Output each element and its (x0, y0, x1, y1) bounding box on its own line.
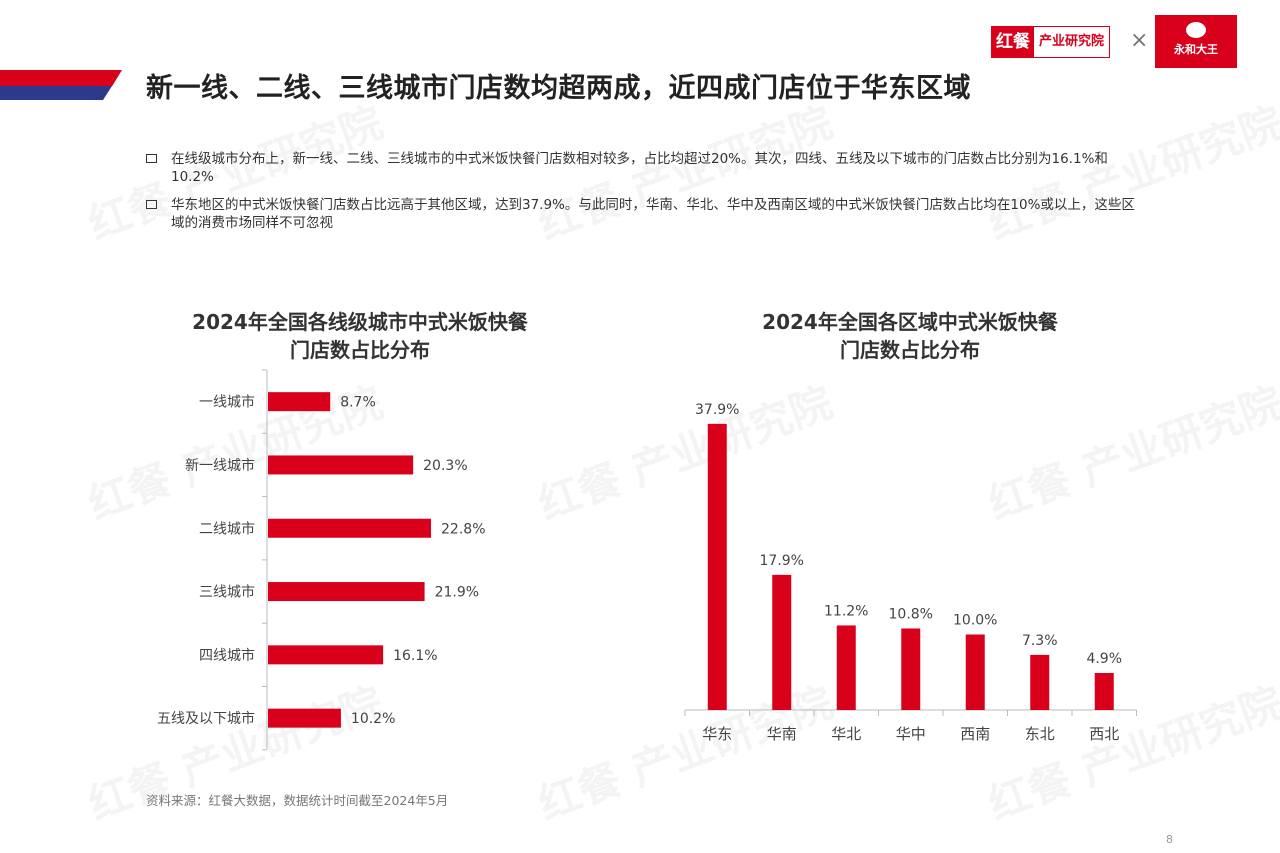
data-label: 4.9% (1086, 651, 1122, 667)
data-label: 10.2% (351, 711, 395, 727)
bar (1030, 654, 1050, 710)
category-label: 西北 (1089, 725, 1119, 743)
bar (901, 628, 921, 710)
data-label: 21.9% (435, 585, 479, 601)
category-label: 华中 (896, 725, 926, 743)
bar (268, 708, 341, 728)
data-label: 16.1% (393, 648, 437, 664)
bar (268, 455, 414, 475)
left-chart-title: 2024年全国各线级城市中式米饭快餐 门店数占比分布 (150, 308, 570, 364)
hongcan-logo: 红餐 产业研究院 (991, 26, 1111, 58)
bar (268, 518, 432, 538)
data-label: 20.3% (423, 458, 467, 474)
category-label: 四线城市 (199, 647, 255, 664)
data-label: 10.0% (953, 613, 997, 629)
bullet-item: 在线级城市分布上，新一线、二线、三线城市的中式米饭快餐门店数相对较多，占比均超过… (146, 150, 1146, 186)
category-label: 二线城市 (199, 520, 255, 537)
right-chart-title: 2024年全国各区域中式米饭快餐 门店数占比分布 (700, 308, 1120, 364)
bar (268, 392, 331, 412)
source-note: 资料来源：红餐大数据，数据统计时间截至2024年5月 (146, 793, 449, 808)
data-label: 8.7% (340, 395, 376, 411)
square-bullet-icon (146, 200, 157, 209)
bullet-text: 华东地区的中式米饭快餐门店数占比远高于其他区域，达到37.9%。与此同时，华南、… (171, 197, 1135, 231)
category-label: 华南 (767, 725, 797, 743)
region-bar-chart: 37.9% 华东 17.9% 华南 11.2% 华北 10.8% 华中 10.0% 西南 7.3% 东… (684, 402, 1137, 743)
partner-logo: 永和大王 (1155, 15, 1237, 68)
square-bullet-icon (146, 154, 157, 163)
partner-logo-text: 永和大王 (1174, 43, 1218, 56)
page-title: 新一线、二线、三线城市门店数均超两成，近四成门店位于华东区域 (146, 73, 971, 104)
tier-city-bar-chart: 一线城市 8.7% 新一线城市 20.3% 二线城市 22.8% 三线城市 21.9% 四线城市… (157, 369, 486, 751)
bullet-text: 在线级城市分布上，新一线、二线、三线城市的中式米饭快餐门店数相对较多，占比均超过… (171, 151, 1108, 185)
right-chart-title-line1: 2024年全国各区域中式米饭快餐 (762, 310, 1058, 334)
category-label: 三线城市 (199, 584, 255, 601)
bullet-list: 在线级城市分布上，新一线、二线、三线城市的中式米饭快餐门店数相对较多，占比均超过… (146, 150, 1146, 242)
bar (1094, 673, 1114, 710)
category-label: 一线城市 (199, 394, 255, 411)
hongcan-logo-text: 产业研究院 (1034, 27, 1110, 57)
data-label: 17.9% (760, 553, 804, 569)
bar (268, 582, 425, 602)
category-label: 西南 (960, 725, 990, 743)
page-number: 8 (1166, 833, 1173, 846)
header-stripe-blue (0, 86, 112, 100)
category-label: 华北 (831, 725, 861, 743)
bar (965, 634, 985, 710)
header-stripe-red (0, 70, 122, 86)
data-label: 11.2% (824, 603, 868, 619)
data-label: 22.8% (441, 521, 485, 537)
hongcan-logo-mark: 红餐 (992, 27, 1034, 57)
bar (268, 645, 384, 665)
bullet-item: 华东地区的中式米饭快餐门店数占比远高于其他区域，达到37.9%。与此同时，华南、… (146, 196, 1146, 232)
left-chart-title-line2: 门店数占比分布 (290, 338, 430, 362)
category-label: 新一线城市 (185, 457, 255, 474)
bar (836, 625, 856, 710)
bar (772, 574, 792, 710)
right-chart-title-line2: 门店数占比分布 (840, 338, 980, 362)
mascot-icon (1186, 22, 1206, 38)
bar (707, 423, 727, 710)
data-label: 37.9% (695, 402, 739, 418)
category-label: 华东 (702, 725, 732, 743)
left-chart-title-line1: 2024年全国各线级城市中式米饭快餐 (192, 310, 528, 334)
data-label: 10.8% (889, 606, 933, 622)
logo-separator: × (1130, 28, 1149, 53)
data-label: 7.3% (1022, 633, 1058, 649)
category-label: 五线及以下城市 (157, 710, 255, 727)
category-label: 东北 (1025, 725, 1055, 743)
